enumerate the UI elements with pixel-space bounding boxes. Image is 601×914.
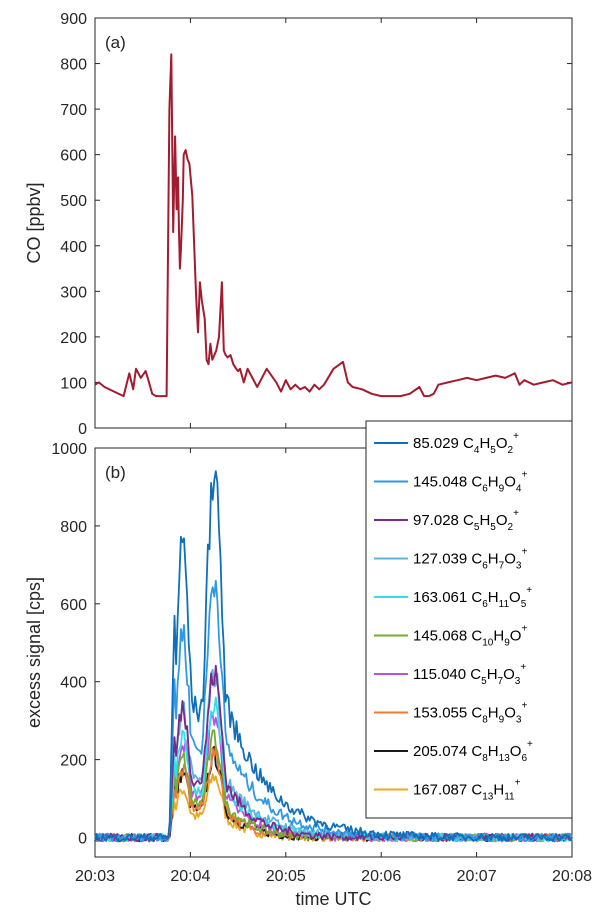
panel-a-y-tick-label: 500 bbox=[60, 193, 87, 210]
legend-entry: 205.074 C8H13O6+ bbox=[413, 739, 533, 764]
panel-a-y-tick-label: 600 bbox=[60, 148, 87, 165]
x-tick-label: 20:07 bbox=[457, 868, 497, 885]
x-tick-label: 20:05 bbox=[266, 868, 306, 885]
panel-b-y-tick-label: 1000 bbox=[51, 441, 87, 458]
panel-b-label: (b) bbox=[105, 463, 126, 482]
panel-b-y-tick-label: 200 bbox=[60, 753, 87, 770]
panel-a-y-tick-label: 700 bbox=[60, 102, 87, 119]
x-tick-label: 20:08 bbox=[552, 868, 592, 885]
legend-entry: 145.048 C6H9O4+ bbox=[413, 470, 527, 495]
legend-entry: 167.087 C13H11+ bbox=[413, 778, 521, 803]
panel-a-label: (a) bbox=[105, 33, 126, 52]
panel-a-y-tick-label: 800 bbox=[60, 57, 87, 74]
panel-b-y-tick-label: 400 bbox=[60, 675, 87, 692]
legend-entry: 97.028 C5H5O2+ bbox=[413, 508, 519, 533]
co-series-line bbox=[94, 53, 573, 398]
legend-entry: 115.040 C5H7O3+ bbox=[413, 662, 526, 687]
x-tick-label: 20:06 bbox=[361, 868, 401, 885]
panel-a-y-axis-label: CO [ppbv] bbox=[24, 182, 44, 263]
legend-entry: 85.029 C4H5O2+ bbox=[413, 431, 519, 456]
legend-entry: 127.039 C6H7O3+ bbox=[413, 547, 527, 572]
panel-a-axes-frame bbox=[94, 17, 573, 429]
legend-entry: 153.055 C8H9O3+ bbox=[413, 701, 527, 726]
legend: 85.029 C4H5O2+ 145.048 C6H9O4+ 97.028 C5H5… bbox=[365, 420, 573, 819]
panel-b-y-tick-label: 800 bbox=[60, 519, 87, 536]
panel-b-y-tick-label: 0 bbox=[78, 831, 87, 848]
panel-a-y-tick-label: 0 bbox=[78, 421, 87, 438]
x-tick-label: 20:03 bbox=[75, 868, 115, 885]
panel-b-y-axis-label: excess signal [cps] bbox=[24, 577, 44, 728]
excess-signal-series-line bbox=[94, 470, 573, 843]
panel-a-y-tick-label: 400 bbox=[60, 239, 87, 256]
x-tick-label: 20:04 bbox=[170, 868, 210, 885]
x-axis-label: time UTC bbox=[296, 889, 372, 909]
panel-a-y-tick-label: 100 bbox=[60, 375, 87, 392]
legend-entry: 163.061 C6H11O5+ bbox=[413, 585, 532, 610]
panel-b-y-tick-label: 600 bbox=[60, 597, 87, 614]
panel-a-y-tick-label: 900 bbox=[60, 11, 87, 28]
panel-a: 0 100 200 300 400 500 600 700 800 900 bbox=[60, 11, 573, 438]
excess-signal-series-line bbox=[94, 664, 573, 843]
panel-a-y-tick-label: 300 bbox=[60, 284, 87, 301]
panel-a-y-tick-label: 200 bbox=[60, 330, 87, 347]
legend-entry: 145.068 C10H9O+ bbox=[413, 624, 527, 649]
